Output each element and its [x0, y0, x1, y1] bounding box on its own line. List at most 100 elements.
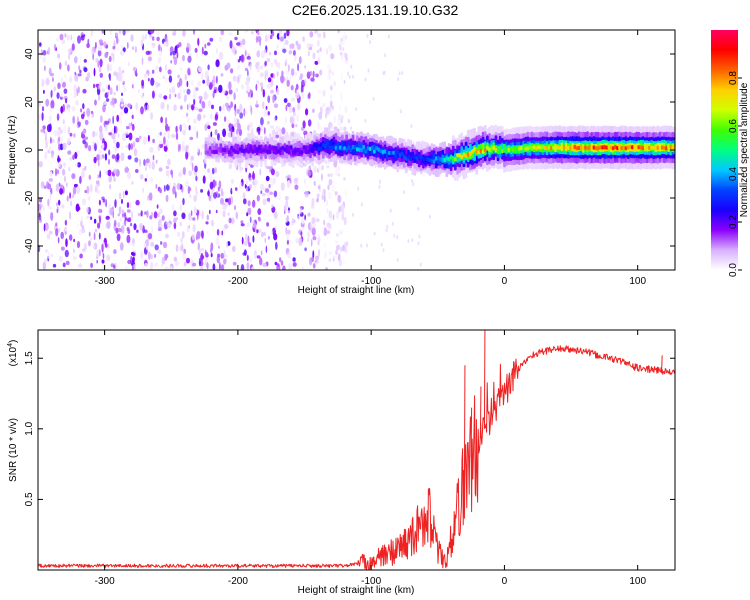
spectrogram-cell — [108, 149, 111, 156]
spectrogram-cell — [169, 93, 172, 100]
spectrogram-cell — [669, 144, 673, 150]
spectrogram-cell — [314, 30, 318, 34]
spectrogram-cell — [282, 48, 287, 54]
spectrogram-cell — [109, 77, 111, 81]
spectrogram-cell — [409, 157, 412, 162]
spectrogram-cell — [44, 65, 46, 72]
spectrogram-cell — [98, 85, 101, 90]
spectrogram-cell — [179, 66, 183, 71]
spectrogram-cell — [245, 51, 249, 56]
spectrogram-cell — [388, 150, 391, 156]
spectrogram-cell — [57, 53, 61, 59]
spectrogram-cell — [211, 149, 214, 154]
spectrogram-cell — [206, 78, 210, 87]
spectrogram-cell — [247, 149, 250, 154]
spectrogram-cell — [247, 207, 252, 215]
spectrogram-cell — [537, 144, 540, 150]
spectrogram-cell — [96, 154, 101, 161]
spectrogram-cell — [108, 158, 110, 165]
spectrogram-cell — [326, 230, 331, 235]
spectrogram-cell — [88, 145, 92, 152]
spectrogram-cell — [270, 61, 274, 68]
x-tick-label: 0 — [502, 576, 508, 587]
spectrogram-cell — [173, 104, 177, 112]
spectrogram-cell — [213, 192, 217, 199]
spectrogram-cell — [38, 245, 41, 253]
snr-plot — [38, 330, 675, 570]
spectrogram-cell — [667, 145, 670, 150]
spectrogram-cell — [198, 108, 203, 112]
spectrogram-cell — [98, 208, 102, 213]
spectrogram-cell — [93, 218, 97, 224]
spectrogram-cell — [594, 146, 598, 151]
spectrogram-cell — [213, 149, 216, 155]
spectrogram-cell — [237, 75, 240, 84]
spectrogram-cell — [326, 64, 331, 70]
spectrogram-cell — [317, 121, 320, 130]
spectrogram-cell — [160, 101, 165, 110]
spectrogram-cell — [45, 77, 50, 86]
spectrogram-cell — [322, 89, 326, 97]
spectrogram-cell — [200, 248, 205, 252]
spectrogram-cell — [243, 108, 246, 117]
spectrogram-cell — [89, 237, 93, 241]
spectrogram-cell — [319, 47, 322, 52]
spectrogram-cell — [131, 181, 134, 185]
spectrogram-cell — [179, 222, 182, 227]
spectrogram-cell — [197, 80, 202, 87]
spectrogram-cell — [97, 95, 101, 101]
spectrogram-cell — [69, 132, 73, 137]
spectrogram-cell — [274, 261, 278, 266]
spectrogram-cell — [217, 133, 220, 141]
spectrogram-cell — [267, 83, 272, 89]
spectrogram-cell — [93, 156, 97, 164]
spectrogram-cell — [317, 40, 320, 47]
spectrogram-cell — [285, 199, 289, 208]
spectrogram-cell — [282, 41, 285, 48]
spectrogram-cell — [76, 150, 81, 154]
spectrogram-cell — [45, 249, 48, 253]
spectrogram-cell — [177, 144, 180, 153]
spectrogram-cell — [324, 251, 328, 259]
spectrogram-cell — [122, 30, 126, 36]
spectrogram-cell — [42, 205, 45, 213]
spectrogram-cell — [42, 56, 46, 63]
spectrogram-cell — [216, 47, 219, 55]
spectrogram-cell — [279, 148, 282, 153]
spectrogram-cell — [273, 211, 278, 219]
spectrogram-cell — [217, 253, 221, 258]
snr-frame — [37, 329, 676, 571]
spectrogram-cell — [92, 243, 95, 250]
spectrogram-cell — [233, 92, 236, 101]
spectrogram-cell — [305, 108, 309, 116]
spectrogram-cell — [575, 146, 579, 151]
spectrogram-cell — [157, 212, 160, 218]
spectrogram-cell — [340, 92, 343, 99]
spectrogram-cell — [327, 173, 331, 177]
spectrogram-cell — [64, 249, 69, 258]
colorbar-tick-label: 0.0 — [728, 263, 739, 277]
spectrogram-cell — [173, 217, 177, 224]
spectrogram-cell — [241, 236, 244, 245]
spectrogram-cell — [296, 43, 301, 51]
spectrogram-cell — [195, 53, 198, 58]
spectrogram-cell — [298, 237, 303, 247]
spectrogram-cell — [152, 154, 155, 161]
spectrogram-cell — [47, 198, 50, 207]
snr-line — [38, 345, 675, 570]
spectrogram-cell — [297, 63, 300, 72]
spectrogram-cell — [48, 206, 53, 210]
spectrogram-cell — [266, 34, 271, 40]
spectrogram-cell — [132, 46, 134, 51]
spectrogram-cell — [291, 68, 295, 76]
spectrogram-cell — [195, 87, 199, 91]
spectrogram-cell — [352, 212, 355, 217]
spectrogram-cell — [246, 85, 250, 92]
spectrogram-cell — [182, 54, 185, 62]
spectrogram-cell — [385, 149, 389, 155]
spectrogram-cell — [121, 145, 124, 151]
spectrogram-cell — [599, 145, 602, 150]
spectrogram-cell — [42, 80, 46, 85]
spectrogram-cell — [252, 235, 255, 243]
spectrogram-cell — [96, 259, 98, 264]
